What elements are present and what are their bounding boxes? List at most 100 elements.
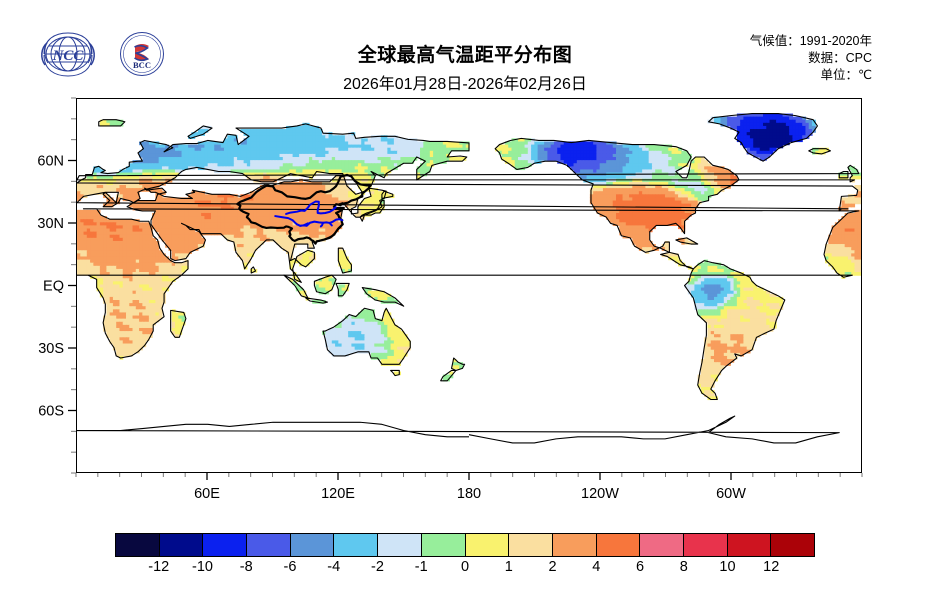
anomaly-cell xyxy=(635,209,640,214)
anomaly-cell xyxy=(171,253,176,258)
anomaly-cell xyxy=(77,231,81,236)
anomaly-cell xyxy=(269,212,274,217)
anomaly-cell xyxy=(377,157,382,161)
anomaly-cell xyxy=(514,153,519,158)
anomaly-cell xyxy=(266,203,271,208)
anomaly-cell xyxy=(224,212,228,217)
anomaly-cell xyxy=(743,113,748,118)
anomaly-cell xyxy=(759,119,764,124)
anomaly-cell xyxy=(524,138,529,143)
anomaly-cell xyxy=(854,172,859,177)
anomaly-cell xyxy=(227,206,232,211)
anomaly-cell xyxy=(357,212,362,217)
anomaly-cell xyxy=(175,247,179,251)
anomaly-cell xyxy=(224,153,228,158)
anomaly-cell xyxy=(589,178,594,183)
anomaly-cell xyxy=(126,169,130,174)
anomaly-cell xyxy=(116,237,121,242)
anomaly-cell xyxy=(361,138,366,143)
anomaly-cell xyxy=(681,262,686,267)
anomaly-cell xyxy=(606,153,611,158)
anomaly-cell xyxy=(168,219,173,223)
anomaly-cell xyxy=(602,150,607,155)
anomaly-cell xyxy=(220,163,225,167)
anomaly-cell xyxy=(184,253,189,258)
anomaly-cell xyxy=(175,216,179,220)
anomaly-cell xyxy=(622,194,627,199)
anomaly-cell xyxy=(86,259,91,264)
anomaly-cell xyxy=(286,234,290,239)
anomaly-cell xyxy=(266,188,271,192)
anomaly-cell xyxy=(184,153,189,158)
anomaly-cell xyxy=(77,247,81,251)
anomaly-cell xyxy=(184,157,189,161)
anomaly-cell xyxy=(86,225,91,230)
anomaly-cell xyxy=(344,150,349,155)
anomaly-cell xyxy=(658,216,663,220)
anomaly-cell xyxy=(387,166,392,171)
anomaly-cell xyxy=(805,122,810,127)
anomaly-cell xyxy=(256,135,261,139)
anomaly-cell xyxy=(256,163,261,167)
anomaly-cell xyxy=(377,200,382,205)
anomaly-cell xyxy=(80,219,85,223)
anomaly-cell xyxy=(665,150,669,155)
anomaly-cell xyxy=(279,188,284,192)
anomaly-cell xyxy=(674,163,679,167)
anomaly-cell xyxy=(619,153,624,158)
ncc-logo: NCC xyxy=(41,32,95,77)
anomaly-cell xyxy=(165,178,170,183)
anomaly-cell xyxy=(158,153,163,158)
anomaly-cell xyxy=(315,153,320,158)
anomaly-cell xyxy=(282,247,287,251)
anomaly-cell xyxy=(635,234,640,239)
anomaly-cell xyxy=(374,147,379,152)
anomaly-cell xyxy=(312,125,317,130)
anomaly-cell xyxy=(371,175,375,180)
anomaly-cell xyxy=(697,181,702,186)
anomaly-cell xyxy=(665,181,669,186)
anomaly-cell xyxy=(616,191,620,195)
anomaly-cell xyxy=(191,219,196,223)
anomaly-cell xyxy=(825,247,829,251)
anomaly-cell xyxy=(694,166,699,171)
anomaly-cell xyxy=(629,144,633,149)
anomaly-cell xyxy=(354,150,359,155)
anomaly-cell xyxy=(289,206,294,211)
anomaly-cell xyxy=(743,138,748,143)
anomaly-cell xyxy=(665,216,669,220)
anomaly-cell xyxy=(704,268,709,273)
anomaly-cell xyxy=(269,141,274,146)
anomaly-cell xyxy=(93,184,98,189)
anomaly-cell xyxy=(302,157,307,161)
anomaly-cell xyxy=(224,228,228,233)
anomaly-cell xyxy=(635,181,640,186)
anomaly-cell xyxy=(609,163,614,167)
anomaly-cell xyxy=(759,113,764,118)
anomaly-cell xyxy=(305,125,310,130)
anomaly-cell xyxy=(289,125,294,130)
anomaly-cell xyxy=(684,206,689,211)
anomaly-cell xyxy=(426,150,431,155)
anomaly-cell xyxy=(119,234,124,239)
anomaly-cell xyxy=(77,272,81,276)
anomaly-cell xyxy=(655,222,660,227)
anomaly-cell xyxy=(655,169,660,174)
anomaly-cell xyxy=(116,188,121,192)
anomaly-cell xyxy=(210,141,215,146)
anomaly-cell xyxy=(763,157,767,161)
anomaly-cell xyxy=(658,203,663,208)
anomaly-cell xyxy=(142,278,147,282)
anomaly-cell xyxy=(367,206,372,211)
anomaly-cell xyxy=(651,160,656,164)
anomaly-cell xyxy=(795,129,800,133)
anomaly-cell xyxy=(602,175,607,180)
anomaly-cell xyxy=(635,157,640,161)
anomaly-cell xyxy=(723,178,728,183)
anomaly-cell xyxy=(230,144,235,149)
anomaly-cell xyxy=(214,200,219,205)
anomaly-cell xyxy=(436,150,441,155)
anomaly-cell xyxy=(292,135,297,139)
anomaly-cell xyxy=(563,141,568,146)
anomaly-cell xyxy=(648,178,653,183)
